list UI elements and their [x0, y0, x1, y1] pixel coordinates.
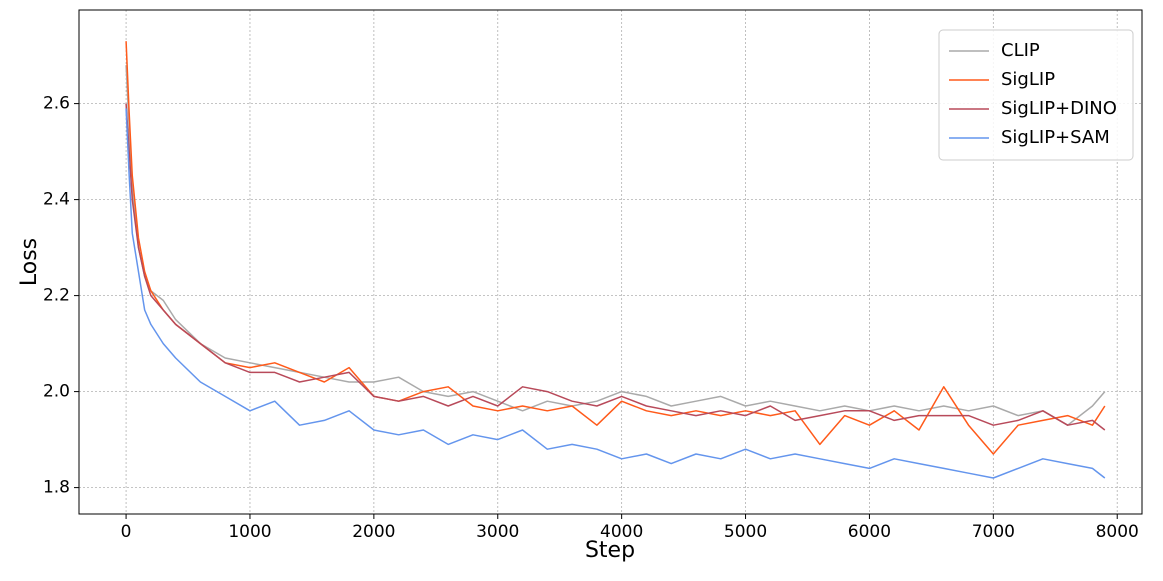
- x-axis-label: Step: [585, 538, 635, 563]
- legend: CLIP SigLIP SigLIP+DINO SigLIP+SAM: [938, 29, 1134, 161]
- legend-label: SigLIP: [1001, 69, 1055, 90]
- x-tick-label: 8000: [1096, 522, 1139, 542]
- x-tick-label: 3000: [476, 522, 519, 542]
- plot-frame: [78, 9, 1143, 515]
- series-line: [125, 103, 1106, 431]
- y-tick-label: 2.2: [43, 286, 70, 306]
- y-tick-label: 2.4: [43, 190, 70, 210]
- x-tick-label: 5000: [724, 522, 767, 542]
- x-tick-label: 7000: [972, 522, 1015, 542]
- x-tick-label: 1000: [228, 522, 271, 542]
- y-tick-label: 2.0: [43, 382, 70, 402]
- legend-box: [938, 29, 1134, 161]
- y-tick-label: 2.6: [43, 94, 70, 114]
- x-tick-label: 2000: [352, 522, 395, 542]
- y-axis-label: Loss: [17, 238, 42, 286]
- legend-label: CLIP: [1001, 40, 1040, 61]
- x-tick-label: 6000: [848, 522, 891, 542]
- series-line: [125, 108, 1106, 479]
- legend-label: SigLIP+SAM: [1001, 127, 1110, 148]
- y-tick-label: 1.8: [43, 478, 70, 498]
- x-tick-label: 4000: [600, 522, 643, 542]
- legend-label: SigLIP+DINO: [1001, 98, 1117, 119]
- x-tick-label: 0: [121, 522, 132, 542]
